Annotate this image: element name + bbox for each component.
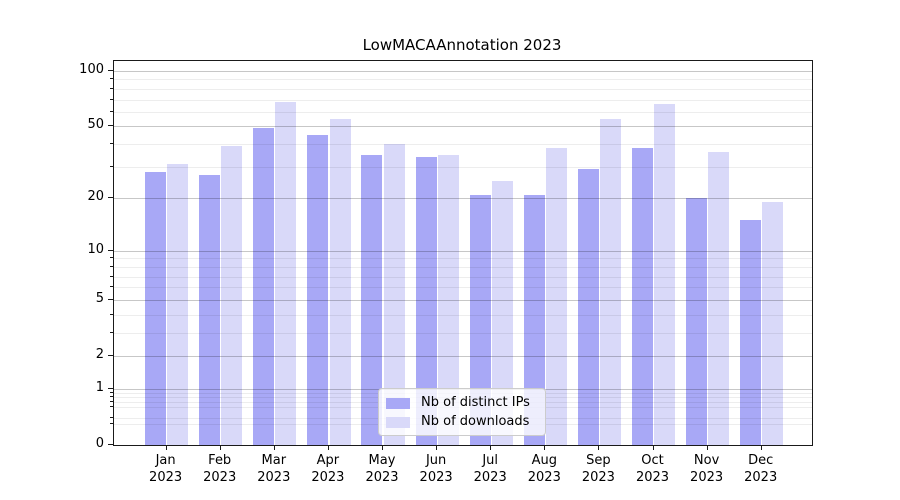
y-minor-tick	[110, 257, 113, 259]
x-tick-nov	[706, 445, 708, 450]
y-minor-tick	[110, 286, 113, 288]
x-tick-feb	[219, 445, 221, 450]
chart-title: LowMACAAnnotation 2023	[362, 36, 562, 54]
bar-jan-2023-nb-of-distinct-ips	[145, 172, 166, 445]
bar-may-2023-nb-of-distinct-ips	[361, 154, 383, 445]
x-tick-label-sep-2023: Sep 2023	[581, 453, 615, 485]
bar-mar-2023-nb-of-distinct-ips	[253, 128, 275, 445]
y-minor-tick	[110, 401, 113, 402]
x-tick-label-jan-2023: Jan 2023	[149, 453, 183, 485]
y-minor-tick	[110, 392, 113, 393]
y-minor-tick	[110, 98, 113, 100]
y-tick-label-0: 0	[95, 436, 104, 451]
x-tick-label-oct-2023: Oct 2023	[635, 453, 670, 485]
x-tick-label-feb-2023: Feb 2023	[203, 453, 237, 485]
major-gridline-100	[114, 71, 812, 72]
y-tick-1	[108, 387, 113, 389]
bar-nov-2023-nb-of-downloads	[708, 152, 730, 445]
legend-label-distinct-ips: Nb of distinct IPs	[421, 395, 530, 410]
x-tick-mar	[273, 445, 275, 450]
y-tick-label-2: 2	[95, 347, 104, 362]
y-minor-tick	[110, 396, 113, 398]
y-tick-2	[108, 355, 113, 356]
x-tick-label-dec-2023: Dec 2023	[744, 453, 778, 485]
y-minor-tick	[110, 78, 113, 80]
y-minor-tick	[110, 265, 113, 267]
minor-gridline	[114, 88, 812, 90]
x-tick-label-may-2023: May 2023	[365, 453, 399, 485]
y-minor-tick	[110, 422, 113, 424]
bar-feb-2023-nb-of-downloads	[221, 146, 243, 445]
x-tick-label-apr-2023: Apr 2023	[311, 453, 345, 485]
x-tick-label-aug-2023: Aug 2023	[527, 453, 561, 485]
bar-may-2023-nb-of-downloads	[383, 144, 405, 445]
x-tick-apr	[327, 445, 329, 450]
y-tick-label-50: 50	[87, 117, 104, 133]
y-minor-tick	[110, 313, 113, 315]
bar-jun-2023-nb-of-distinct-ips	[415, 156, 437, 445]
bar-apr-2023-nb-of-distinct-ips	[307, 134, 329, 445]
x-tick-oct	[652, 445, 654, 450]
bar-sep-2023-nb-of-distinct-ips	[577, 169, 599, 445]
legend-swatch-distinct-ips	[386, 398, 410, 409]
bar-jul-2023-nb-of-distinct-ips	[469, 194, 491, 445]
plot-area: Nb of distinct IPs Nb of downloads	[113, 60, 813, 446]
bar-oct-2023-nb-of-downloads	[654, 104, 676, 445]
x-tick-label-jul-2023: Jul 2023	[473, 453, 507, 485]
minor-gridline	[114, 79, 812, 81]
x-tick-may	[382, 445, 383, 450]
bar-aug-2023-nb-of-downloads	[545, 148, 567, 445]
y-tick-label-5: 5	[95, 290, 104, 306]
minor-gridline	[114, 111, 812, 113]
bar-nov-2023-nb-of-distinct-ips	[686, 198, 707, 445]
y-minor-tick	[110, 416, 113, 418]
x-tick-jul	[490, 445, 492, 450]
bar-oct-2023-nb-of-distinct-ips	[631, 148, 653, 445]
y-tick-5	[108, 298, 113, 300]
x-tick-jan	[165, 445, 167, 450]
x-tick-aug	[544, 445, 546, 450]
bar-apr-2023-nb-of-downloads	[329, 118, 351, 445]
bar-jul-2023-nb-of-downloads	[491, 181, 513, 445]
x-tick-jun	[436, 445, 438, 450]
bar-dec-2023-nb-of-distinct-ips	[740, 220, 762, 445]
y-tick-100	[108, 70, 113, 71]
legend-swatch-downloads	[386, 417, 410, 428]
minor-gridline	[114, 99, 812, 101]
bar-dec-2023-nb-of-downloads	[762, 202, 784, 445]
y-tick-label-1: 1	[95, 379, 104, 395]
y-tick-label-100: 100	[79, 62, 104, 77]
y-minor-tick	[110, 405, 113, 407]
minor-gridline	[114, 144, 812, 146]
x-tick-label-jun-2023: Jun 2023	[419, 453, 453, 485]
y-minor-tick	[110, 143, 113, 145]
y-tick-20	[108, 197, 113, 199]
y-tick-label-10: 10	[87, 241, 104, 257]
y-tick-10	[108, 249, 113, 251]
y-minor-tick	[110, 275, 113, 277]
y-tick-label-20: 20	[87, 189, 104, 205]
x-axis: Jan 2023 Feb 2023 Mar 2023 Apr 2023 May 2023 Jun 20…	[113, 445, 811, 500]
bar-aug-2023-nb-of-distinct-ips	[523, 194, 545, 445]
y-minor-tick	[110, 165, 113, 167]
y-axis: 100 50 20 10 5 2 1 0	[0, 60, 113, 451]
legend: Nb of distinct IPs Nb of downloads	[378, 388, 546, 436]
y-minor-tick	[110, 331, 113, 333]
y-tick-50	[108, 125, 113, 127]
legend-label-downloads: Nb of downloads	[421, 414, 530, 429]
x-tick-dec	[760, 445, 762, 450]
x-tick-label-nov-2023: Nov 2023	[690, 453, 724, 485]
y-minor-tick	[110, 110, 113, 112]
x-tick-label-mar-2023: Mar 2023	[257, 453, 291, 485]
bar-sep-2023-nb-of-downloads	[600, 118, 621, 445]
bar-feb-2023-nb-of-distinct-ips	[199, 175, 221, 445]
y-minor-tick	[110, 87, 113, 89]
bar-mar-2023-nb-of-downloads	[275, 101, 297, 445]
bar-jun-2023-nb-of-downloads	[437, 154, 459, 445]
x-tick-sep	[598, 445, 600, 450]
bar-jan-2023-nb-of-downloads	[167, 164, 189, 445]
major-gridline-50	[114, 126, 812, 128]
y-tick-0	[108, 444, 113, 445]
